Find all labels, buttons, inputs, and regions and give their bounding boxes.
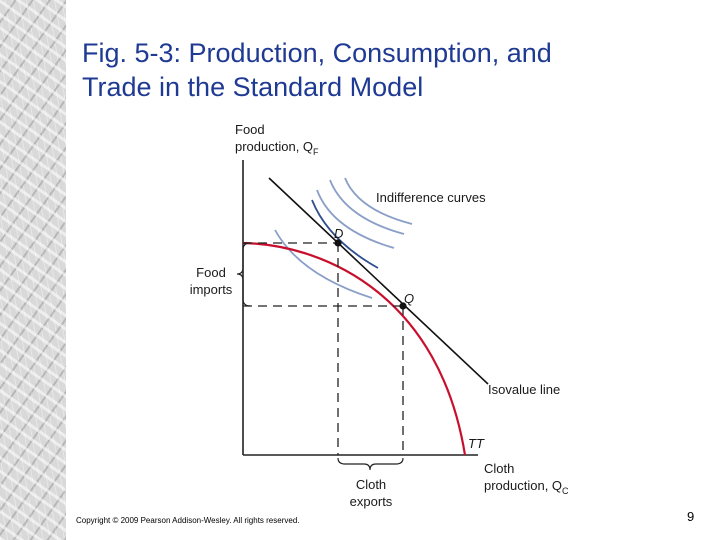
indifference-curve-tangent: [311, 199, 379, 269]
indifference-curves-label: Indifference curves: [376, 190, 486, 205]
point-d-marker: [334, 239, 342, 247]
indifference-curve-3: [316, 189, 395, 249]
marble-sidebar: [0, 0, 66, 540]
food-imports-label-line1: Food: [196, 265, 226, 280]
copyright-notice: Copyright © 2009 Pearson Addison-Wesley.…: [76, 516, 300, 525]
cloth-exports-label-line2: exports: [350, 494, 393, 509]
cloth-exports-brace: [337, 457, 404, 471]
slide-title-line2: Trade in the Standard Model: [82, 72, 424, 102]
indifference-curve-1: [274, 229, 373, 299]
point-q-label: Q: [404, 291, 414, 306]
slide-title-line1: Fig. 5-3: Production, Consumption, and: [82, 38, 552, 68]
ppf-curve-tt: [242, 241, 467, 456]
slide-title: Fig. 5-3: Production, Consumption, and T…: [82, 36, 702, 104]
point-d-label: D: [334, 226, 343, 241]
indifference-curve-4: [329, 179, 405, 235]
x-axis-label-line1: Cloth: [484, 461, 514, 476]
isovalue-line: [268, 177, 489, 385]
point-q-marker: [399, 302, 407, 310]
food-imports-label-line2: imports: [190, 282, 233, 297]
isovalue-line-label: Isovalue line: [488, 382, 560, 397]
y-axis-label-line1: Food: [235, 122, 265, 137]
cloth-exports-label-line1: Cloth: [356, 477, 386, 492]
food-imports-brace: [236, 242, 251, 307]
y-axis-subscript: F: [313, 147, 319, 157]
slide-number: 9: [687, 509, 695, 524]
x-axis-label-line2: production, QC: [484, 478, 569, 496]
y-axis-label-line2: production, QF: [235, 139, 319, 157]
tt-label: TT: [468, 436, 485, 451]
x-axis-subscript: C: [562, 486, 569, 496]
indifference-curve-5: [344, 177, 413, 225]
